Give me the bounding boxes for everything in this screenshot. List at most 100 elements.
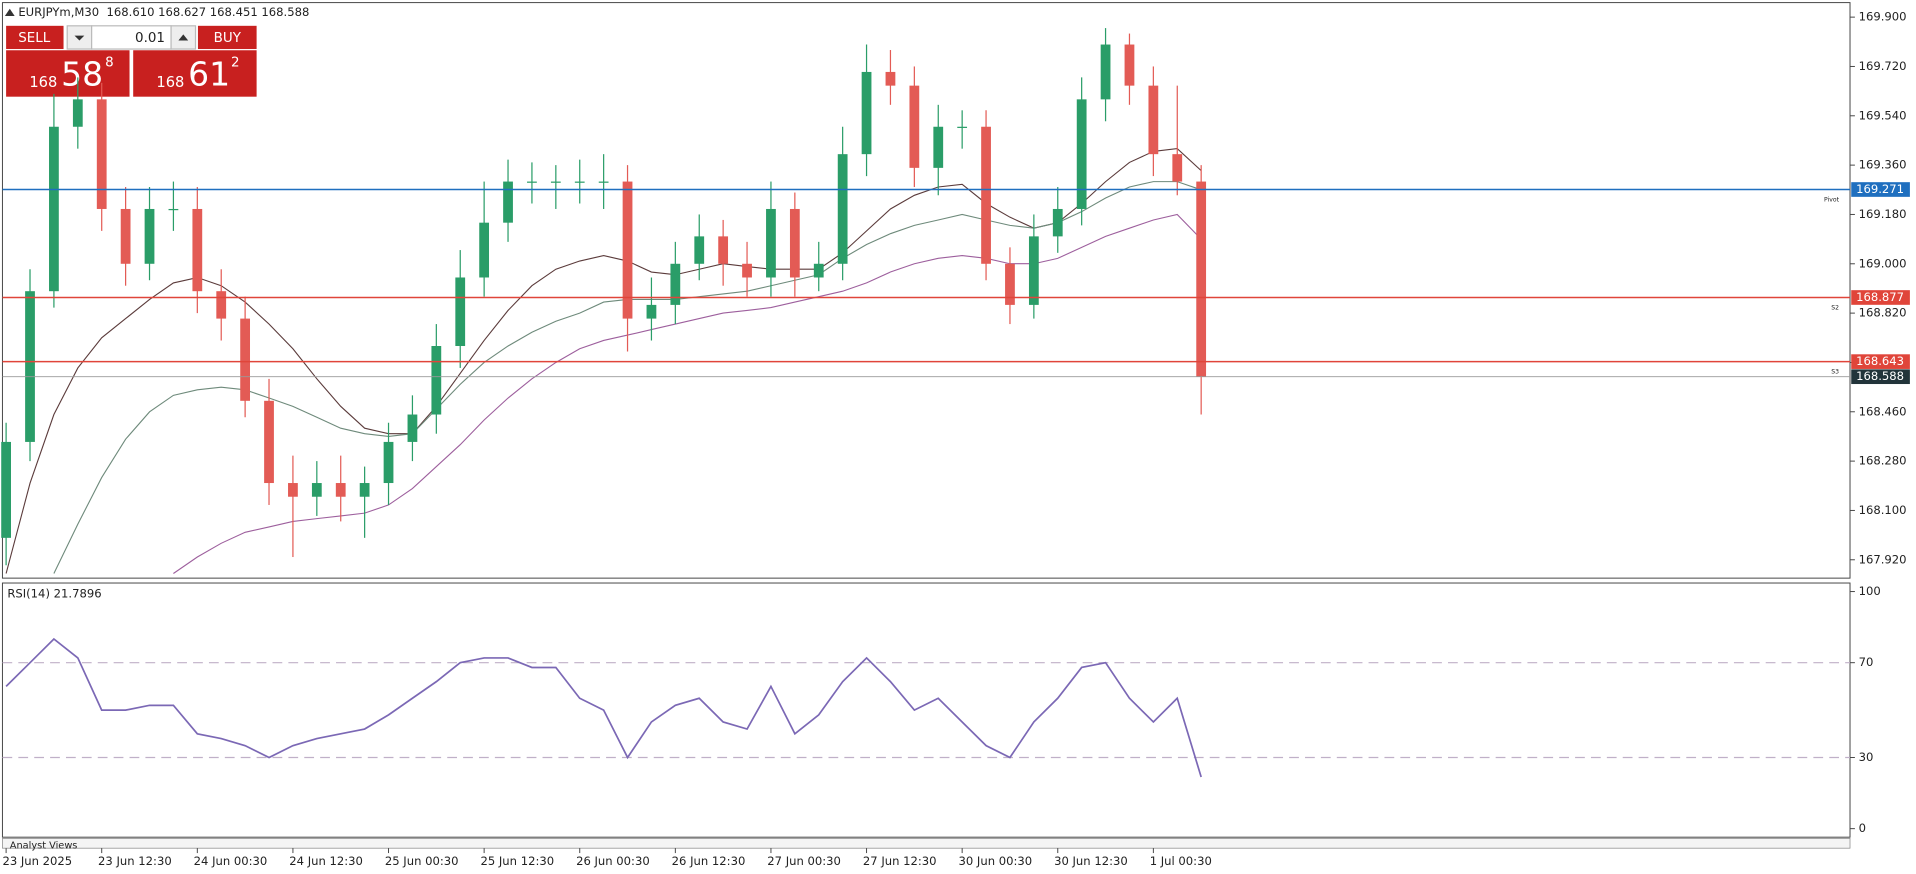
moving-average xyxy=(5,148,1202,574)
candle-body xyxy=(335,483,346,497)
candle-body xyxy=(503,181,513,223)
candle-body xyxy=(861,71,872,155)
ask-main: 61 xyxy=(188,54,230,93)
footer-label[interactable]: Analyst Views xyxy=(10,841,78,852)
candle-body xyxy=(694,236,705,264)
arrow-down xyxy=(74,35,85,41)
footer-bar xyxy=(2,838,1851,849)
y-tick-label: 168.280 xyxy=(1859,454,1907,468)
y-tick-label: 167.920 xyxy=(1859,552,1907,566)
level-name: S3 xyxy=(1831,368,1839,375)
candle-body xyxy=(1148,85,1159,155)
candle-body xyxy=(1172,154,1183,182)
candle-body xyxy=(311,483,322,497)
y-tick-label: 168.100 xyxy=(1859,503,1907,517)
y-tick-label: 169.720 xyxy=(1859,59,1907,73)
price-tag-label: 169.271 xyxy=(1856,182,1904,196)
candle-body xyxy=(718,236,729,264)
ask-big: 168 xyxy=(156,74,184,91)
bid-small: 8 xyxy=(105,55,114,70)
bid-box[interactable] xyxy=(6,50,130,97)
volume-value[interactable]: 0.01 xyxy=(135,31,165,46)
candle-body xyxy=(670,263,681,305)
x-tick-label: 30 Jun 00:30 xyxy=(958,854,1032,868)
candle-body xyxy=(622,181,633,319)
y-tick-label: 169.000 xyxy=(1859,256,1907,270)
candle-body xyxy=(144,208,155,264)
bid-main: 58 xyxy=(61,54,103,93)
candle-body xyxy=(1028,236,1039,305)
sell-label[interactable]: SELL xyxy=(18,31,51,46)
candle-body xyxy=(527,181,537,183)
candle-body xyxy=(25,291,35,442)
y-tick-label: 169.900 xyxy=(1859,10,1907,24)
x-tick-label: 27 Jun 00:30 xyxy=(767,854,841,868)
collapse-icon[interactable] xyxy=(4,8,15,17)
candle-body xyxy=(1,441,11,538)
candle-body xyxy=(598,181,609,183)
x-tick-label: 26 Jun 12:30 xyxy=(672,854,746,868)
candle-body xyxy=(789,208,800,278)
candle-body xyxy=(1052,208,1063,237)
x-tick-label: 23 Jun 12:30 xyxy=(98,854,172,868)
ask-box[interactable] xyxy=(133,50,257,97)
y-tick-label: 169.360 xyxy=(1859,158,1907,172)
candle-body xyxy=(359,483,370,497)
price-tag-label: 168.877 xyxy=(1856,290,1904,304)
sell-button[interactable] xyxy=(6,25,64,50)
y-tick-label: 70 xyxy=(1859,655,1874,669)
candle-body xyxy=(933,126,944,168)
arrow-up xyxy=(178,34,189,41)
candle-body xyxy=(192,208,203,292)
candle-body xyxy=(742,263,752,278)
price-tag xyxy=(1851,182,1910,197)
y-tick-label: 169.540 xyxy=(1859,108,1907,122)
x-tick-label: 25 Jun 00:30 xyxy=(385,854,459,868)
x-tick-label: 26 Jun 00:30 xyxy=(576,854,650,868)
price-tag-label: 168.588 xyxy=(1856,369,1904,383)
rsi-line xyxy=(5,637,1202,778)
symbol-info: EURJPYm,M30 168.610 168.627 168.451 168.… xyxy=(18,5,309,19)
candle-body xyxy=(837,154,848,264)
candle-body xyxy=(813,263,824,278)
candle-body xyxy=(1005,263,1015,305)
x-tick-label: 25 Jun 12:30 xyxy=(480,854,554,868)
ask-small: 2 xyxy=(231,55,240,70)
y-tick-label: 168.820 xyxy=(1859,306,1907,320)
candle-body xyxy=(96,99,107,209)
candle-body xyxy=(1124,44,1135,86)
trade-panel: SELL 0.01 BUY 168 58 8 168 61 2 xyxy=(6,25,257,97)
price-tag xyxy=(1851,369,1910,385)
candle-body xyxy=(957,126,968,128)
y-tick-label: 168.460 xyxy=(1859,404,1907,418)
candle-body xyxy=(909,85,920,168)
price-tag-label: 168.643 xyxy=(1856,354,1904,368)
candle-body xyxy=(574,181,585,183)
candle-body xyxy=(431,346,442,415)
price-tag xyxy=(1851,354,1910,369)
candle-body xyxy=(455,277,466,347)
candle-body xyxy=(1100,44,1111,100)
candle-body xyxy=(550,181,561,183)
rsi-pane xyxy=(1,582,1851,838)
x-tick-label: 27 Jun 12:30 xyxy=(863,854,937,868)
candle-body xyxy=(49,126,59,292)
pane-title: RSI(14) 21.7896 xyxy=(7,587,101,601)
x-tick-label: 1 Jul 00:30 xyxy=(1150,854,1212,868)
candle-body xyxy=(407,414,418,442)
price-pane xyxy=(1,2,1851,579)
x-tick-label: 23 Jun 2025 xyxy=(2,854,72,868)
x-tick-label: 24 Jun 00:30 xyxy=(194,854,268,868)
candle-body xyxy=(981,126,991,264)
y-tick-label: 30 xyxy=(1859,750,1874,764)
candle-body xyxy=(646,304,657,319)
candle-body xyxy=(120,208,131,264)
y-tick-label: 169.180 xyxy=(1859,207,1907,221)
price-tag xyxy=(1851,290,1910,305)
level-name: Pivot xyxy=(1824,196,1840,203)
candle-body xyxy=(72,99,83,127)
buy-label[interactable]: BUY xyxy=(214,31,242,46)
level-name: S2 xyxy=(1831,304,1839,311)
buy-button[interactable] xyxy=(197,25,257,50)
